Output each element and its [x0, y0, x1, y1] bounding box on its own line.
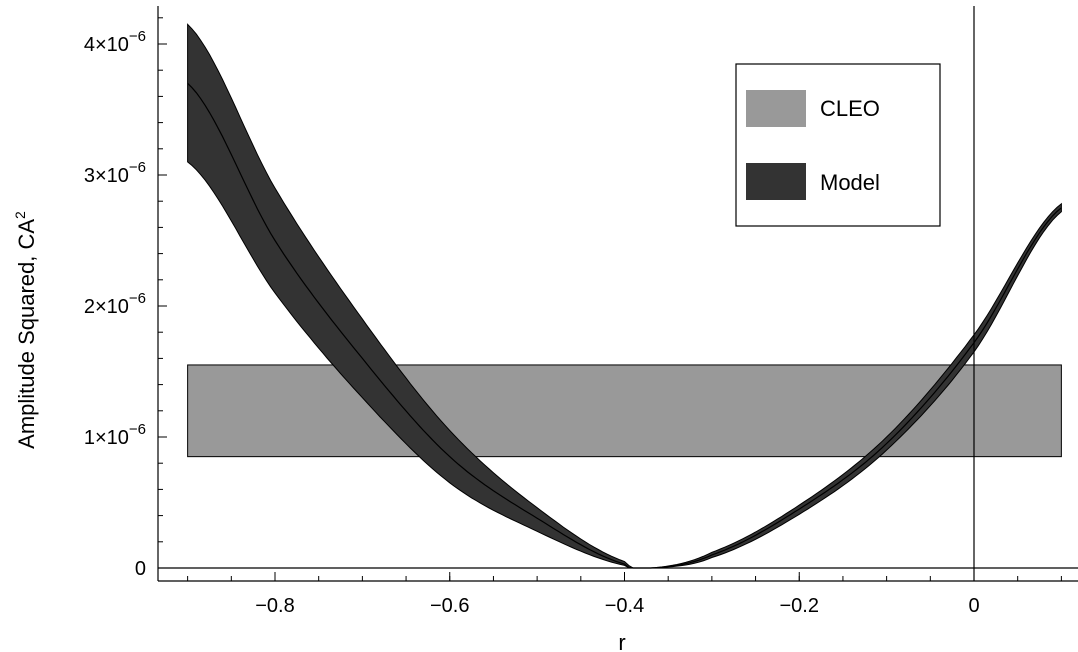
- y-tick-label: 1×10−6: [84, 421, 146, 449]
- legend-label-model: Model: [820, 170, 880, 195]
- x-tick-label: −0.8: [255, 595, 294, 617]
- y-axis-title-superscript: 2: [12, 211, 28, 219]
- legend-swatch-model: [746, 163, 806, 200]
- legend-swatch-cleo: [746, 90, 806, 127]
- y-axis-title-main: Amplitude Squared, CA: [14, 219, 39, 449]
- plot-area: [158, 6, 1078, 581]
- y-tick-label: 2×10−6: [84, 290, 146, 318]
- y-tick-label: 0: [135, 558, 146, 580]
- y-axis: 0 1×10−6 2×10−6 3×10−6 4×10−6: [84, 6, 167, 581]
- x-tick-label: −0.6: [430, 595, 469, 617]
- y-tick-label: 4×10−6: [84, 28, 146, 56]
- y-axis-title: Amplitude Squared, CA2: [12, 211, 39, 449]
- x-axis: −0.8 −0.6 −0.4 −0.2 0: [158, 572, 1078, 617]
- legend-box: [735, 63, 941, 227]
- cleo-band: [187, 364, 1062, 458]
- model-band: [187, 23, 1062, 569]
- legend: CLEO Model: [735, 63, 941, 227]
- x-axis-title: r: [618, 630, 625, 652]
- legend-label-cleo: CLEO: [820, 96, 880, 121]
- x-tick-label: −0.4: [605, 595, 644, 617]
- x-tick-label: 0: [968, 595, 979, 617]
- model-center-line: [187, 82, 1062, 569]
- y-tick-label: 3×10−6: [84, 159, 146, 187]
- x-tick-label: −0.2: [780, 595, 819, 617]
